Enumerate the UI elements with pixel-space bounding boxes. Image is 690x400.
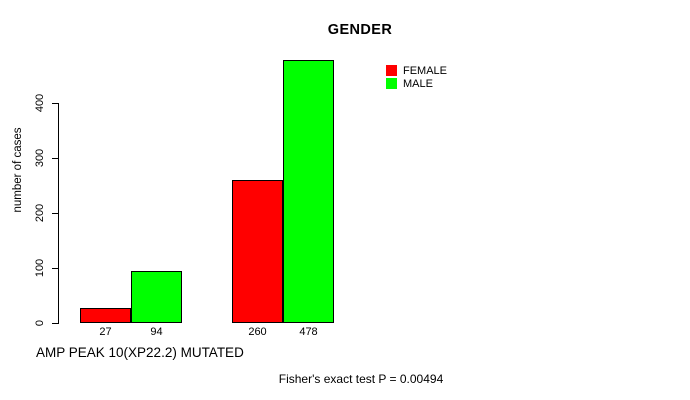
y-tick-label-200: 200 bbox=[34, 203, 46, 223]
y-tick-0 bbox=[52, 323, 58, 324]
legend-item-female: FEMALE bbox=[386, 64, 447, 77]
legend: FEMALE MALE bbox=[386, 64, 447, 90]
legend-swatch-female bbox=[386, 65, 397, 76]
y-axis-line bbox=[58, 103, 59, 324]
stats-annotation: Fisher's exact test P = 0.00494 bbox=[278, 372, 444, 386]
chart-title: GENDER bbox=[327, 22, 393, 38]
y-tick-label-300: 300 bbox=[34, 148, 46, 168]
bar-value-label-male-group1: 94 bbox=[150, 326, 163, 338]
bar-female-group1 bbox=[80, 308, 131, 323]
bar-value-label-female-group1: 27 bbox=[99, 326, 112, 338]
bar-male-group2 bbox=[283, 60, 334, 323]
x-axis-caption: AMP PEAK 10(XP22.2) MUTATED bbox=[36, 345, 244, 360]
y-tick-200 bbox=[52, 213, 58, 214]
legend-label-male: MALE bbox=[403, 77, 433, 90]
y-tick-label-400: 400 bbox=[34, 93, 46, 113]
y-tick-400 bbox=[52, 103, 58, 104]
bar-female-group2 bbox=[232, 180, 283, 323]
y-tick-label-0: 0 bbox=[34, 319, 46, 327]
bar-value-label-female-group2: 260 bbox=[248, 326, 267, 338]
y-tick-300 bbox=[52, 158, 58, 159]
bar-male-group1 bbox=[131, 271, 182, 323]
legend-swatch-male bbox=[386, 78, 397, 89]
legend-item-male: MALE bbox=[386, 77, 447, 90]
bar-value-label-male-group2: 478 bbox=[299, 326, 318, 338]
legend-label-female: FEMALE bbox=[403, 64, 448, 77]
y-axis-label: number of cases bbox=[12, 127, 24, 213]
y-tick-label-100: 100 bbox=[34, 258, 46, 278]
y-tick-100 bbox=[52, 268, 58, 269]
